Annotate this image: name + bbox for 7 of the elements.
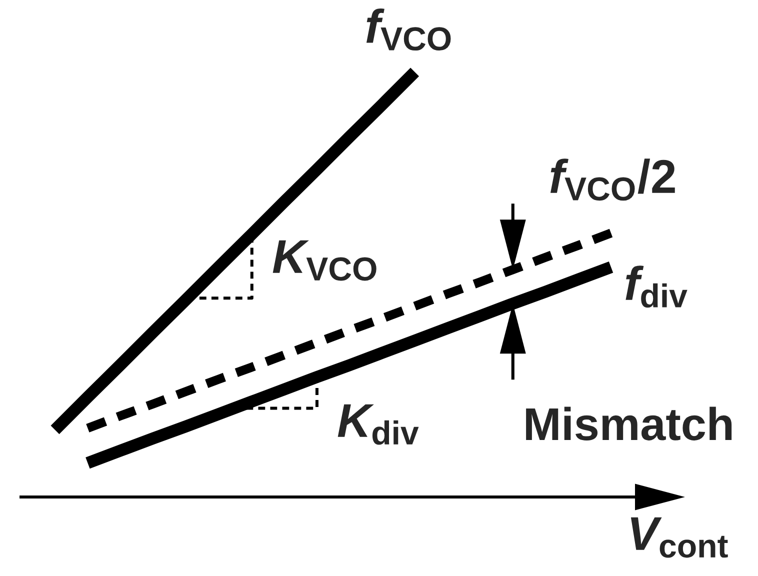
- series-label: f$_{VCO}$/2: [550, 158, 675, 201]
- series-label: f$_{div}$: [626, 266, 688, 308]
- annotation: Mismatch: [526, 406, 732, 440]
- series-label: f$_{VCO}$: [366, 8, 451, 51]
- x-axis-title: V$_{cont}$: [630, 517, 728, 558]
- annotation: K$_{div}$: [338, 404, 419, 445]
- annotation: K$_{VCO}$: [272, 240, 376, 281]
